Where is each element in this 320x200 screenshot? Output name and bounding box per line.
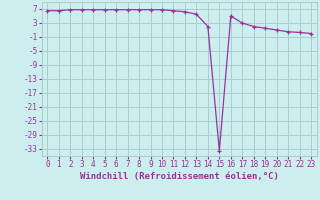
X-axis label: Windchill (Refroidissement éolien,°C): Windchill (Refroidissement éolien,°C) <box>80 172 279 181</box>
